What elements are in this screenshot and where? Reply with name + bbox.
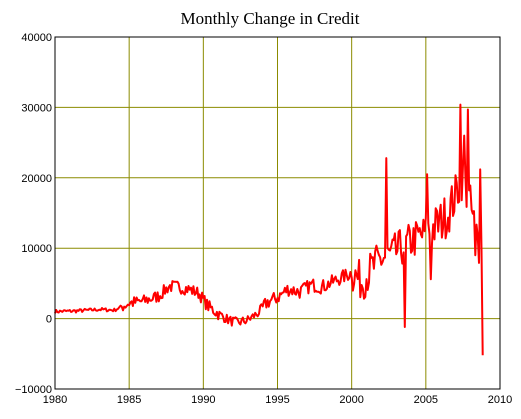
x-tick-label: 2000 [339, 394, 363, 406]
y-tick-label: 20000 [21, 173, 52, 185]
y-tick-label: 30000 [21, 102, 52, 114]
x-tick-label: 2005 [414, 394, 438, 406]
credit-series-line [54, 103, 484, 356]
chart-title: Monthly Change in Credit [181, 9, 360, 28]
series-layer [54, 103, 484, 356]
x-tick-label: 2010 [488, 394, 512, 406]
x-tick-label: 1985 [117, 394, 141, 406]
y-tick-label: 10000 [21, 243, 52, 255]
x-tick-label: 1980 [43, 394, 67, 406]
y-tick-label: 40000 [21, 32, 52, 44]
y-tick-label: −10000 [15, 384, 52, 396]
y-tick-label: 0 [46, 314, 52, 326]
x-tick-label: 1995 [265, 394, 289, 406]
plot-area-frame [54, 36, 501, 390]
x-tick-label: 1990 [191, 394, 215, 406]
y-axis-ticks: −10000 0 10000 20000 30000 40000 [15, 32, 52, 396]
grid-lines [55, 37, 500, 389]
x-axis-ticks: 1980 1985 1990 1995 2000 2005 2010 [43, 394, 512, 406]
